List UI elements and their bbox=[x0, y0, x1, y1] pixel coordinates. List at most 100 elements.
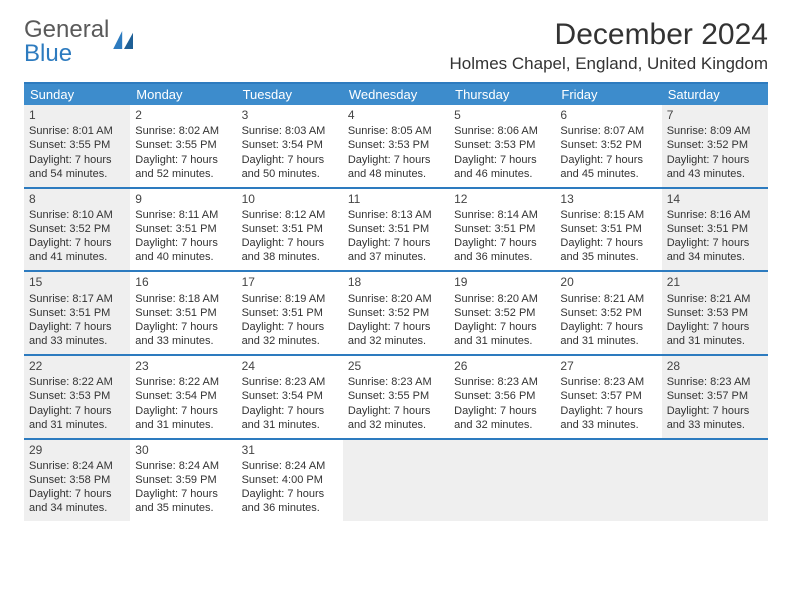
day-cell: 24Sunrise: 8:23 AMSunset: 3:54 PMDayligh… bbox=[237, 356, 343, 438]
weeks-container: 1Sunrise: 8:01 AMSunset: 3:55 PMDaylight… bbox=[24, 105, 768, 521]
calendar-page: General Blue December 2024 Holmes Chapel… bbox=[0, 0, 792, 531]
day-number: 28 bbox=[667, 359, 763, 374]
day-cell-empty bbox=[343, 440, 449, 522]
day-cell: 10Sunrise: 8:12 AMSunset: 3:51 PMDayligh… bbox=[237, 189, 343, 271]
day-number: 14 bbox=[667, 192, 763, 207]
logo-text: General Blue bbox=[24, 18, 109, 66]
daylight-text: Daylight: 7 hours and 33 minutes. bbox=[667, 404, 763, 432]
day-number: 13 bbox=[560, 192, 656, 207]
day-number: 2 bbox=[135, 108, 231, 123]
day-cell: 22Sunrise: 8:22 AMSunset: 3:53 PMDayligh… bbox=[24, 356, 130, 438]
day-cell: 9Sunrise: 8:11 AMSunset: 3:51 PMDaylight… bbox=[130, 189, 236, 271]
sunrise-text: Sunrise: 8:19 AM bbox=[242, 292, 338, 306]
header: General Blue December 2024 Holmes Chapel… bbox=[24, 18, 768, 74]
weekday-header: Wednesday bbox=[343, 84, 449, 105]
daylight-text: Daylight: 7 hours and 33 minutes. bbox=[560, 404, 656, 432]
daylight-text: Daylight: 7 hours and 48 minutes. bbox=[348, 153, 444, 181]
sunset-text: Sunset: 3:55 PM bbox=[29, 138, 125, 152]
sunset-text: Sunset: 3:52 PM bbox=[454, 306, 550, 320]
sunset-text: Sunset: 3:51 PM bbox=[242, 306, 338, 320]
day-number: 20 bbox=[560, 275, 656, 290]
logo-sail-icon bbox=[113, 31, 135, 49]
sunrise-text: Sunrise: 8:24 AM bbox=[242, 459, 338, 473]
sunrise-text: Sunrise: 8:23 AM bbox=[454, 375, 550, 389]
day-number: 25 bbox=[348, 359, 444, 374]
day-cell: 1Sunrise: 8:01 AMSunset: 3:55 PMDaylight… bbox=[24, 105, 130, 187]
sunrise-text: Sunrise: 8:22 AM bbox=[29, 375, 125, 389]
day-number: 3 bbox=[242, 108, 338, 123]
daylight-text: Daylight: 7 hours and 32 minutes. bbox=[454, 404, 550, 432]
sunrise-text: Sunrise: 8:24 AM bbox=[29, 459, 125, 473]
daylight-text: Daylight: 7 hours and 33 minutes. bbox=[135, 320, 231, 348]
sunrise-text: Sunrise: 8:23 AM bbox=[242, 375, 338, 389]
weekday-header: Sunday bbox=[24, 84, 130, 105]
sunrise-text: Sunrise: 8:20 AM bbox=[348, 292, 444, 306]
sunset-text: Sunset: 3:52 PM bbox=[560, 306, 656, 320]
sunset-text: Sunset: 3:51 PM bbox=[667, 222, 763, 236]
sunset-text: Sunset: 3:59 PM bbox=[135, 473, 231, 487]
daylight-text: Daylight: 7 hours and 38 minutes. bbox=[242, 236, 338, 264]
day-cell: 7Sunrise: 8:09 AMSunset: 3:52 PMDaylight… bbox=[662, 105, 768, 187]
daylight-text: Daylight: 7 hours and 35 minutes. bbox=[135, 487, 231, 515]
week-row: 15Sunrise: 8:17 AMSunset: 3:51 PMDayligh… bbox=[24, 270, 768, 354]
day-number: 18 bbox=[348, 275, 444, 290]
day-cell: 29Sunrise: 8:24 AMSunset: 3:58 PMDayligh… bbox=[24, 440, 130, 522]
sunrise-text: Sunrise: 8:23 AM bbox=[560, 375, 656, 389]
calendar: SundayMondayTuesdayWednesdayThursdayFrid… bbox=[24, 82, 768, 521]
day-number: 23 bbox=[135, 359, 231, 374]
day-number: 9 bbox=[135, 192, 231, 207]
sunset-text: Sunset: 3:52 PM bbox=[667, 138, 763, 152]
day-cell: 11Sunrise: 8:13 AMSunset: 3:51 PMDayligh… bbox=[343, 189, 449, 271]
sunset-text: Sunset: 3:53 PM bbox=[667, 306, 763, 320]
sunset-text: Sunset: 3:52 PM bbox=[560, 138, 656, 152]
day-number: 11 bbox=[348, 192, 444, 207]
day-number: 19 bbox=[454, 275, 550, 290]
day-cell: 2Sunrise: 8:02 AMSunset: 3:55 PMDaylight… bbox=[130, 105, 236, 187]
sunrise-text: Sunrise: 8:21 AM bbox=[560, 292, 656, 306]
daylight-text: Daylight: 7 hours and 50 minutes. bbox=[242, 153, 338, 181]
day-number: 22 bbox=[29, 359, 125, 374]
day-number: 26 bbox=[454, 359, 550, 374]
day-number: 31 bbox=[242, 443, 338, 458]
day-cell: 13Sunrise: 8:15 AMSunset: 3:51 PMDayligh… bbox=[555, 189, 661, 271]
day-number: 30 bbox=[135, 443, 231, 458]
day-number: 17 bbox=[242, 275, 338, 290]
sunset-text: Sunset: 3:53 PM bbox=[29, 389, 125, 403]
day-cell: 30Sunrise: 8:24 AMSunset: 3:59 PMDayligh… bbox=[130, 440, 236, 522]
daylight-text: Daylight: 7 hours and 31 minutes. bbox=[135, 404, 231, 432]
weekday-header: Friday bbox=[555, 84, 661, 105]
sunrise-text: Sunrise: 8:01 AM bbox=[29, 124, 125, 138]
daylight-text: Daylight: 7 hours and 36 minutes. bbox=[454, 236, 550, 264]
day-cell: 14Sunrise: 8:16 AMSunset: 3:51 PMDayligh… bbox=[662, 189, 768, 271]
weekday-row: SundayMondayTuesdayWednesdayThursdayFrid… bbox=[24, 84, 768, 105]
sunrise-text: Sunrise: 8:22 AM bbox=[135, 375, 231, 389]
day-cell: 5Sunrise: 8:06 AMSunset: 3:53 PMDaylight… bbox=[449, 105, 555, 187]
daylight-text: Daylight: 7 hours and 37 minutes. bbox=[348, 236, 444, 264]
day-number: 5 bbox=[454, 108, 550, 123]
month-title: December 2024 bbox=[450, 18, 768, 52]
day-cell: 23Sunrise: 8:22 AMSunset: 3:54 PMDayligh… bbox=[130, 356, 236, 438]
day-cell-empty bbox=[662, 440, 768, 522]
day-cell: 26Sunrise: 8:23 AMSunset: 3:56 PMDayligh… bbox=[449, 356, 555, 438]
sunset-text: Sunset: 3:54 PM bbox=[135, 389, 231, 403]
sunrise-text: Sunrise: 8:18 AM bbox=[135, 292, 231, 306]
sunrise-text: Sunrise: 8:03 AM bbox=[242, 124, 338, 138]
sunrise-text: Sunrise: 8:12 AM bbox=[242, 208, 338, 222]
daylight-text: Daylight: 7 hours and 31 minutes. bbox=[29, 404, 125, 432]
sunrise-text: Sunrise: 8:13 AM bbox=[348, 208, 444, 222]
day-cell: 3Sunrise: 8:03 AMSunset: 3:54 PMDaylight… bbox=[237, 105, 343, 187]
sunset-text: Sunset: 3:57 PM bbox=[667, 389, 763, 403]
sunset-text: Sunset: 3:51 PM bbox=[135, 222, 231, 236]
daylight-text: Daylight: 7 hours and 36 minutes. bbox=[242, 487, 338, 515]
sunset-text: Sunset: 3:51 PM bbox=[242, 222, 338, 236]
sunrise-text: Sunrise: 8:24 AM bbox=[135, 459, 231, 473]
day-number: 16 bbox=[135, 275, 231, 290]
daylight-text: Daylight: 7 hours and 43 minutes. bbox=[667, 153, 763, 181]
logo-word2: Blue bbox=[24, 40, 72, 67]
daylight-text: Daylight: 7 hours and 32 minutes. bbox=[242, 320, 338, 348]
day-number: 12 bbox=[454, 192, 550, 207]
sunset-text: Sunset: 3:53 PM bbox=[454, 138, 550, 152]
daylight-text: Daylight: 7 hours and 31 minutes. bbox=[667, 320, 763, 348]
day-cell: 21Sunrise: 8:21 AMSunset: 3:53 PMDayligh… bbox=[662, 272, 768, 354]
sunrise-text: Sunrise: 8:02 AM bbox=[135, 124, 231, 138]
